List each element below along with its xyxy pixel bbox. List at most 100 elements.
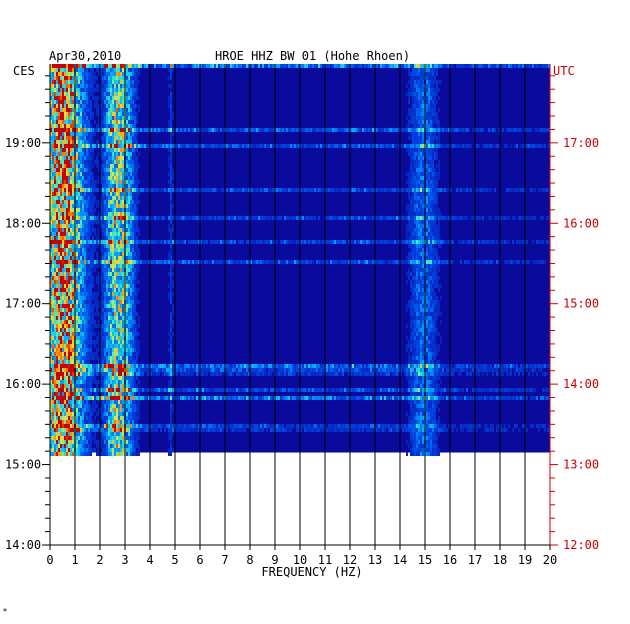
heatmap-cell [418, 216, 420, 220]
heatmap-cell [106, 220, 108, 224]
heatmap-cell [84, 140, 86, 144]
heatmap-cell [416, 256, 418, 260]
heatmap-cell [516, 240, 518, 244]
heatmap-cell [90, 112, 92, 116]
heatmap-cell [98, 96, 100, 100]
heatmap-cell [80, 132, 82, 136]
heatmap-cell [254, 144, 256, 148]
heatmap-cell [410, 92, 412, 96]
heatmap-cell [436, 232, 438, 236]
heatmap-cell [168, 164, 170, 168]
heatmap-cell [186, 128, 188, 132]
heatmap-cell [130, 76, 132, 80]
heatmap-cell [442, 188, 444, 192]
heatmap-cell [118, 220, 120, 224]
heatmap-cell [430, 160, 432, 164]
heatmap-cell [68, 148, 70, 152]
heatmap-cell [132, 244, 134, 248]
heatmap-cell [406, 232, 408, 236]
heatmap-cell [114, 120, 116, 124]
heatmap-cell [436, 208, 438, 212]
heatmap-cell [460, 260, 462, 264]
heatmap-cell [170, 172, 172, 176]
heatmap-cell [498, 128, 500, 132]
heatmap-cell [112, 136, 114, 140]
heatmap-cell [162, 216, 164, 220]
heatmap-cell [116, 212, 118, 216]
heatmap-cell [126, 88, 128, 92]
heatmap-cell [64, 164, 66, 168]
heatmap-cell [410, 64, 412, 68]
heatmap-cell [422, 120, 424, 124]
heatmap-cell [72, 184, 74, 188]
heatmap-cell [106, 248, 108, 252]
heatmap-cell [122, 148, 124, 152]
heatmap-cell [416, 272, 418, 276]
heatmap-cell [294, 260, 296, 264]
heatmap-cell [428, 144, 430, 148]
heatmap-cell [196, 188, 198, 192]
heatmap-cell [434, 196, 436, 200]
heatmap-cell [384, 144, 386, 148]
heatmap-cell [84, 168, 86, 172]
heatmap-cell [86, 68, 88, 72]
heatmap-cell [422, 104, 424, 108]
heatmap-cell [80, 240, 82, 244]
heatmap-cell [530, 144, 532, 148]
heatmap-cell [134, 212, 136, 216]
heatmap-cell [542, 260, 544, 264]
heatmap-cell [52, 72, 54, 76]
heatmap-cell [488, 260, 490, 264]
heatmap-cell [216, 188, 218, 192]
heatmap-cell [104, 296, 106, 300]
heatmap-cell [546, 240, 548, 244]
heatmap-cell [132, 264, 134, 268]
heatmap-cell [420, 304, 422, 308]
heatmap-cell [114, 232, 116, 236]
heatmap-cell [448, 188, 450, 192]
heatmap-cell [416, 268, 418, 272]
heatmap-cell [108, 296, 110, 300]
heatmap-cell [72, 168, 74, 172]
heatmap-cell [128, 136, 130, 140]
heatmap-cell [426, 244, 428, 248]
heatmap-cell [56, 212, 58, 216]
heatmap-cell [78, 104, 80, 108]
heatmap-cell [78, 64, 80, 68]
heatmap-cell [88, 124, 90, 128]
heatmap-cell [496, 64, 498, 68]
heatmap-cell [262, 64, 264, 68]
heatmap-cell [252, 144, 254, 148]
heatmap-cell [50, 292, 52, 296]
heatmap-cell [52, 104, 54, 108]
heatmap-cell [172, 228, 174, 232]
heatmap-cell [430, 92, 432, 96]
heatmap-cell [184, 240, 186, 244]
heatmap-cell [118, 304, 120, 308]
heatmap-cell [330, 144, 332, 148]
heatmap-cell [110, 96, 112, 100]
heatmap-cell [372, 64, 374, 68]
heatmap-cell [72, 84, 74, 88]
heatmap-cell [70, 272, 72, 276]
heatmap-cell [410, 260, 412, 264]
heatmap-cell [76, 192, 78, 196]
heatmap-cell [548, 188, 550, 192]
heatmap-cell [432, 164, 434, 168]
heatmap-cell [70, 120, 72, 124]
heatmap-cell [234, 128, 236, 132]
heatmap-cell [126, 112, 128, 116]
heatmap-cell [68, 84, 70, 88]
heatmap-cell [64, 104, 66, 108]
heatmap-cell [82, 180, 84, 184]
heatmap-cell [60, 140, 62, 144]
heatmap-cell [62, 116, 64, 120]
heatmap-cell [88, 172, 90, 176]
heatmap-cell [110, 276, 112, 280]
heatmap-cell [134, 224, 136, 228]
heatmap-cell [428, 284, 430, 288]
heatmap-cell [132, 292, 134, 296]
heatmap-cell [132, 240, 134, 244]
heatmap-cell [54, 172, 56, 176]
heatmap-cell [60, 136, 62, 140]
